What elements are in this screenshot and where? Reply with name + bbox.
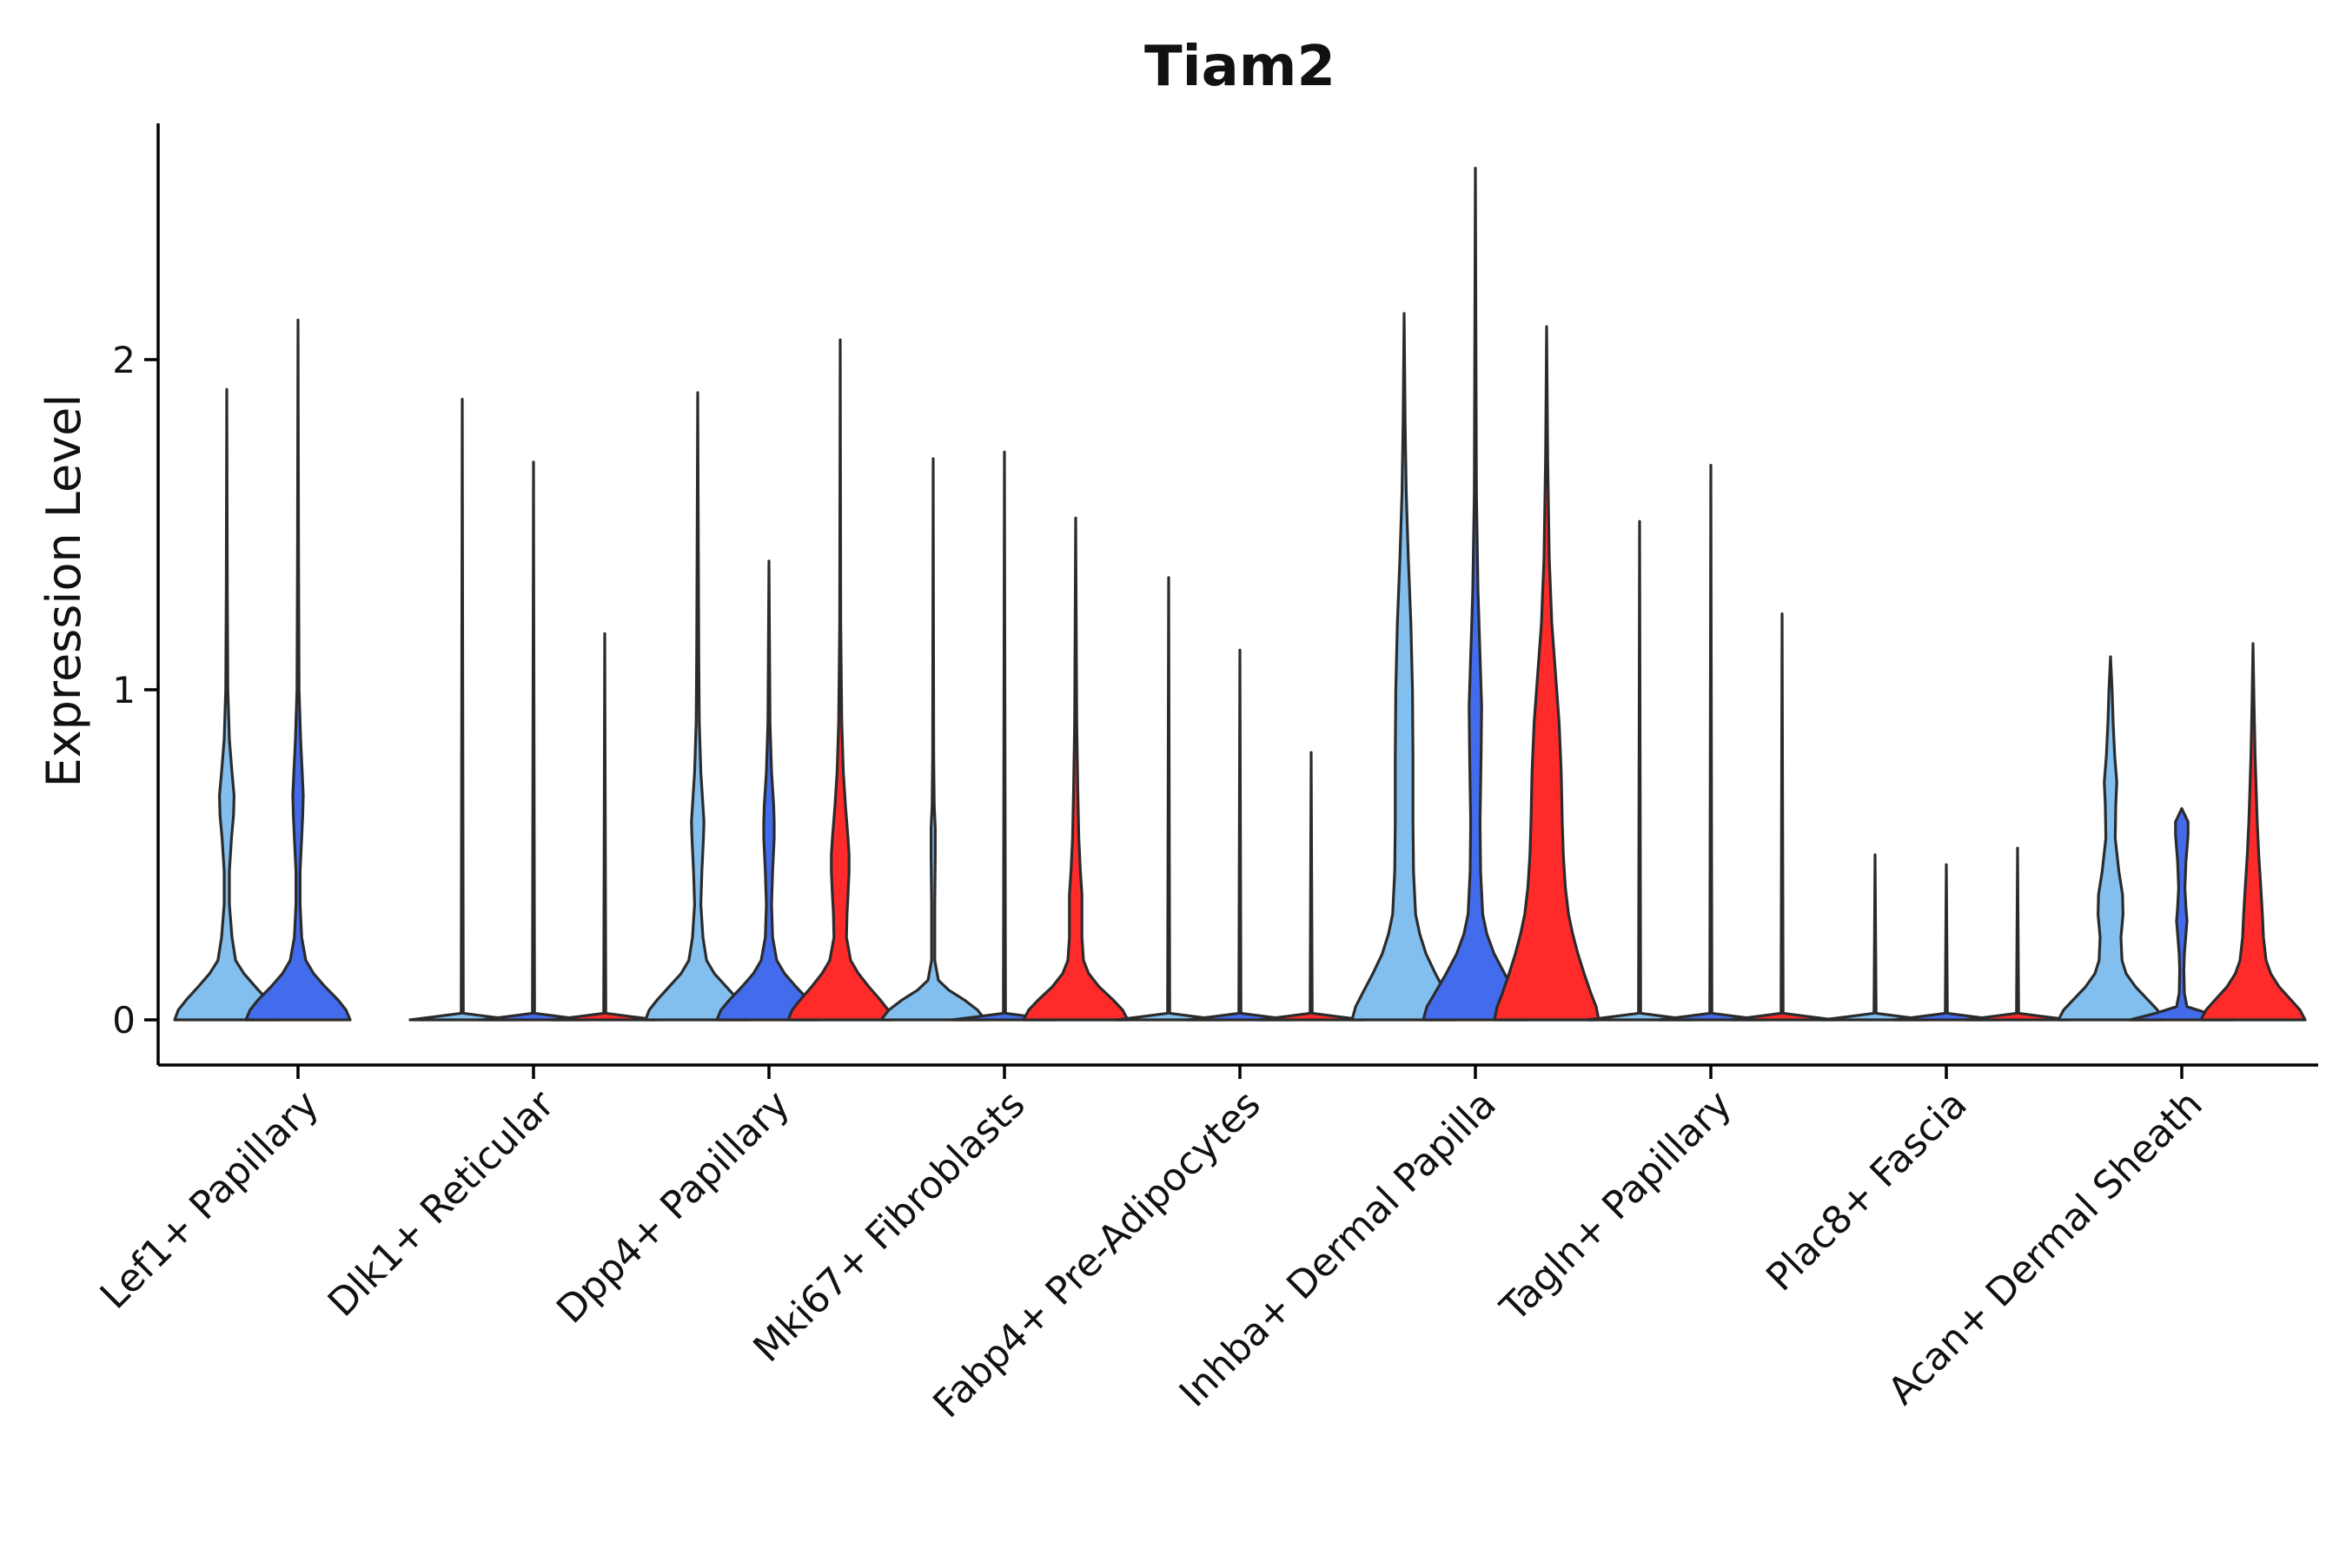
- violin-group: [408, 398, 659, 1022]
- x-tick-label: Dlk1+ Reticular: [320, 1082, 564, 1326]
- x-tick-label: Dpp4+ Papillary: [548, 1082, 799, 1333]
- violin-condition-1: [408, 398, 516, 1022]
- y-tick-label: 2: [112, 339, 136, 381]
- violin-condition-2: [1422, 167, 1529, 1022]
- violin-group: [879, 450, 1130, 1022]
- violin-condition-2: [951, 450, 1058, 1022]
- x-tick-label: Tagln+ Papillary: [1492, 1082, 1740, 1331]
- violin-group: [1821, 846, 2071, 1022]
- violin-condition-3: [1728, 612, 1836, 1022]
- y-tick-label: 1: [112, 669, 136, 711]
- violin-condition-2: [480, 460, 587, 1022]
- violin-group: [2057, 642, 2307, 1022]
- violin-condition-1: [644, 391, 752, 1022]
- violin-group: [173, 318, 352, 1022]
- violin-group: [1115, 576, 1365, 1022]
- violin-condition-3: [1493, 325, 1600, 1022]
- y-axis-label: Expression Level: [36, 394, 91, 788]
- violin-group: [1586, 464, 1836, 1022]
- violin-condition-1: [879, 457, 987, 1022]
- x-tick-label: Mki67+ Fibroblasts: [745, 1082, 1033, 1371]
- violin-group: [644, 338, 894, 1022]
- violin-condition-2: [1186, 648, 1294, 1022]
- x-tick-label: Plac8+ Fascia: [1758, 1082, 1976, 1300]
- violin-condition-1: [2057, 655, 2164, 1022]
- violins-layer: [173, 167, 2307, 1022]
- violin-group: [1350, 167, 1600, 1022]
- violin-condition-3: [1022, 516, 1130, 1022]
- x-tick-label: Lef1+ Papillary: [92, 1082, 328, 1318]
- violin-condition-1: [1115, 576, 1223, 1022]
- violin-condition-2: [2128, 807, 2236, 1022]
- violin-condition-1: [1821, 853, 1929, 1022]
- violin-condition-1: [173, 387, 281, 1022]
- violin-condition-1: [1350, 312, 1458, 1022]
- y-tick-label: 0: [112, 999, 136, 1042]
- violin-condition-1: [1586, 519, 1693, 1022]
- violin-condition-3: [551, 632, 659, 1022]
- violin-condition-2: [1892, 863, 2000, 1022]
- violin-condition-3: [786, 338, 894, 1022]
- chart-title: Tiam2: [1144, 35, 1335, 99]
- violin-condition-3: [1257, 751, 1365, 1022]
- violin-condition-3: [1964, 846, 2071, 1022]
- violin-condition-2: [1657, 464, 1765, 1022]
- violin-condition-3: [2199, 642, 2307, 1022]
- violin-condition-2: [244, 318, 352, 1022]
- violin-condition-2: [715, 559, 823, 1022]
